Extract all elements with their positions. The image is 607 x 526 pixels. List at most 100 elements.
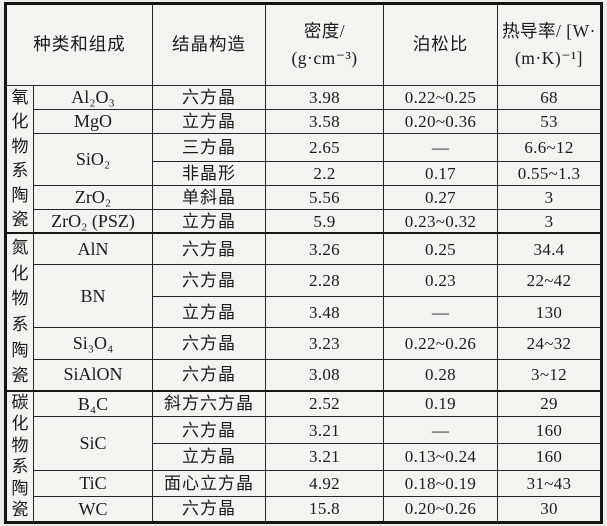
cell-crystal: 斜方六方晶 [152, 390, 266, 418]
cell-density: 3.23 [265, 327, 384, 360]
category-label: 碳化物系陶瓷 [11, 393, 29, 520]
category-label: 氧化物系陶瓷 [11, 88, 29, 230]
cell-poisson: 0.18~0.19 [383, 469, 498, 497]
table-row: ZrO₂ 单斜晶 5.56 0.27 3 [6, 184, 602, 210]
cell-density: 2.52 [265, 390, 384, 418]
section-carbide-ceramics: 碳化物系陶瓷 B₄C 斜方六方晶 2.52 0.19 29 SiC 六方晶 3.… [5, 390, 602, 523]
cell-density: 2.2 [265, 160, 384, 186]
table-row: 氧化物系陶瓷 Al₂O₃ 六方晶 3.98 0.22~0.25 68 [5, 85, 602, 234]
cell-crystal: 六方晶 [152, 358, 266, 392]
cell-density: 3.08 [265, 358, 384, 392]
table-row: WC 六方晶 15.8 0.20~0.26 30 [6, 495, 602, 523]
header-thermal-line2: (m·K)⁻¹] [514, 48, 584, 68]
cell-thermal: 68 [497, 85, 602, 110]
cell-material: SiO₂ [33, 133, 153, 186]
header-density-line1: 密度/ [303, 21, 346, 41]
header-type-composition: 种类和组成 [5, 3, 153, 86]
cell-material: Al₂O₃ [33, 85, 153, 110]
cell-density: 2.28 [265, 264, 384, 298]
cell-density: 3.26 [265, 232, 384, 266]
cell-thermal: 3 [497, 208, 602, 234]
table-row: 立方晶 3.48 — 130 [6, 296, 602, 329]
header-poisson-ratio: 泊松比 [383, 3, 498, 86]
header-crystal-structure: 结晶构造 [152, 3, 266, 86]
table-row: 碳化物系陶瓷 B₄C 斜方六方晶 2.52 0.19 29 [5, 390, 602, 523]
table-row: Si₃O₄ 六方晶 3.23 0.22~0.26 24~32 [6, 327, 602, 360]
cell-density: 5.56 [265, 184, 384, 210]
cell-poisson: 0.17 [383, 160, 498, 186]
header-thermal-line1: 热导率/ [W· [502, 21, 596, 41]
cell-poisson: — [383, 133, 498, 162]
table-row: TiC 面心立方晶 4.92 0.18~0.19 31~43 [6, 469, 602, 497]
cell-crystal: 六方晶 [152, 416, 266, 445]
table-row: SiO₂ 三方晶 2.65 — 6.6~12 [6, 133, 602, 186]
cell-crystal: 六方晶 [152, 327, 266, 360]
table-row: 氮化物系陶瓷 AlN 六方晶 3.26 0.25 34.4 [5, 232, 602, 392]
cell-poisson: 0.23 [383, 264, 498, 298]
cell-poisson: 0.20~0.36 [383, 109, 498, 134]
cell-material: TiC [33, 469, 153, 497]
cell-density: 5.9 [265, 208, 384, 234]
cell-material: BN [33, 264, 153, 329]
cell-thermal: 130 [497, 296, 602, 329]
cell-thermal: 24~32 [497, 327, 602, 360]
table-row: 非晶形 2.2 0.17 0.55~1.3 [6, 160, 602, 186]
cell-thermal: 22~42 [497, 264, 602, 298]
cell-material: SiAlON [33, 358, 153, 392]
table-header: 种类和组成 结晶构造 密度/ (g·cm⁻³) 泊松比 热导率/ [W· (m·… [5, 3, 602, 86]
cell-crystal: 非晶形 [152, 160, 266, 186]
cell-density: 3.48 [265, 296, 384, 329]
cell-crystal: 六方晶 [152, 495, 266, 523]
header-thermal-conductivity: 热导率/ [W· (m·K)⁻¹] [497, 3, 602, 86]
cell-crystal: 立方晶 [152, 109, 266, 134]
cell-material: Si₃O₄ [33, 327, 153, 360]
cell-material: AlN [33, 232, 153, 266]
cell-poisson: 0.13~0.24 [383, 443, 498, 471]
cell-poisson: — [383, 296, 498, 329]
cell-density: 3.21 [265, 443, 384, 471]
cell-material: MgO [33, 109, 153, 134]
table-row: MgO 立方晶 3.58 0.20~0.36 53 [6, 109, 602, 134]
category-oxide: 氧化物系陶瓷 [5, 85, 34, 234]
table-row: ZrO₂ (PSZ) 立方晶 5.9 0.23~0.32 3 [6, 208, 602, 234]
category-carbide: 碳化物系陶瓷 [5, 390, 34, 523]
cell-crystal: 三方晶 [152, 133, 266, 162]
cell-material: ZrO₂ [33, 184, 153, 210]
cell-thermal: 3~12 [497, 358, 602, 392]
cell-crystal: 立方晶 [152, 296, 266, 329]
cell-crystal: 面心立方晶 [152, 469, 266, 497]
cell-density: 15.8 [265, 495, 384, 523]
cell-thermal: 31~43 [497, 469, 602, 497]
cell-thermal: 29 [497, 390, 602, 418]
cell-poisson: 0.19 [383, 390, 498, 418]
table-row: SiAlON 六方晶 3.08 0.28 3~12 [6, 358, 602, 392]
cell-thermal: 0.55~1.3 [497, 160, 602, 186]
cell-thermal: 34.4 [497, 232, 602, 266]
cell-crystal: 立方晶 [152, 208, 266, 234]
cell-crystal: 六方晶 [152, 232, 266, 266]
cell-poisson: 0.27 [383, 184, 498, 210]
cell-material: B₄C [33, 390, 153, 418]
cell-crystal: 立方晶 [152, 443, 266, 471]
cell-thermal: 30 [497, 495, 602, 523]
cell-poisson: 0.25 [383, 232, 498, 266]
cell-density: 4.92 [265, 469, 384, 497]
cell-crystal: 六方晶 [152, 264, 266, 298]
table-row: SiC 六方晶 3.21 — 160 [6, 416, 602, 471]
cell-poisson: 0.23~0.32 [383, 208, 498, 234]
ceramics-properties-table: 种类和组成 结晶构造 密度/ (g·cm⁻³) 泊松比 热导率/ [W· (m·… [4, 2, 603, 524]
header-row: 种类和组成 结晶构造 密度/ (g·cm⁻³) 泊松比 热导率/ [W· (m·… [5, 3, 602, 86]
cell-thermal: 6.6~12 [497, 133, 602, 162]
header-density-line2: (g·cm⁻³) [291, 48, 358, 68]
cell-poisson: 0.22~0.26 [383, 327, 498, 360]
cell-thermal: 3 [497, 184, 602, 210]
cell-poisson: 0.20~0.26 [383, 495, 498, 523]
header-density: 密度/ (g·cm⁻³) [265, 3, 384, 86]
table-row: BN 六方晶 2.28 0.23 22~42 [6, 264, 602, 329]
table-row: 立方晶 3.21 0.13~0.24 160 [6, 443, 602, 471]
cell-crystal: 六方晶 [152, 85, 266, 110]
section-oxide-ceramics: 氧化物系陶瓷 Al₂O₃ 六方晶 3.98 0.22~0.25 68 MgO 立… [5, 85, 602, 234]
cell-density: 3.58 [265, 109, 384, 134]
cell-poisson: 0.28 [383, 358, 498, 392]
